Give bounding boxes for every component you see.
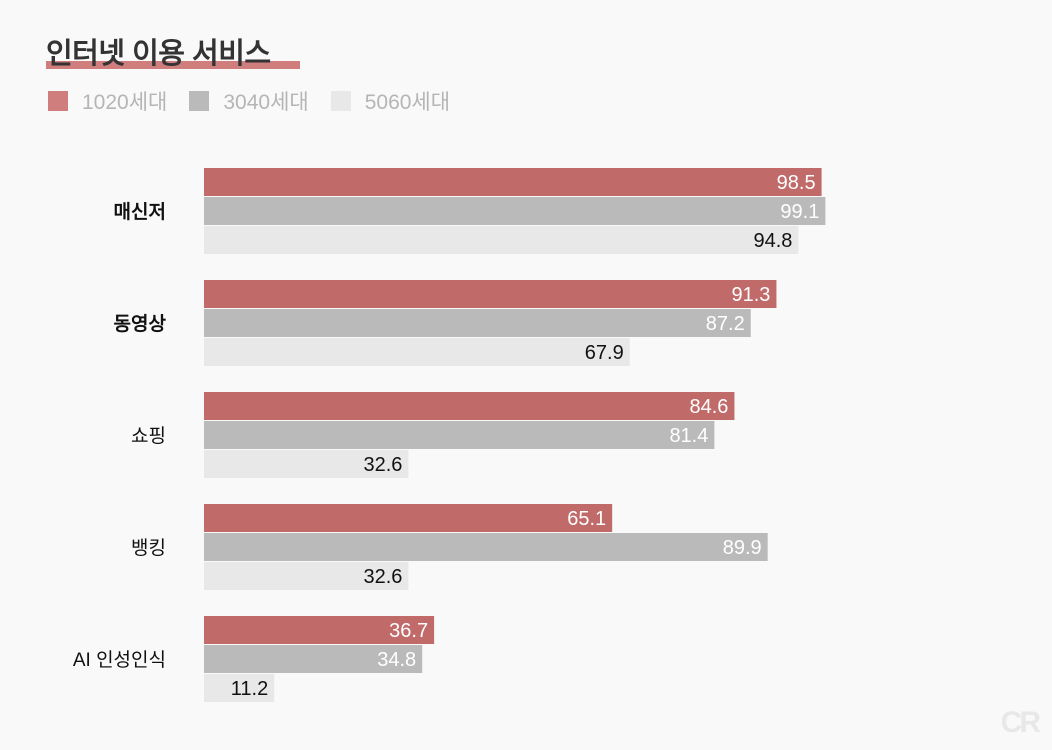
legend-label: 1020세대 <box>82 91 168 114</box>
legend-label: 3040세대 <box>223 91 309 114</box>
category-label: AI 인성인식 <box>73 649 166 671</box>
bar <box>204 168 822 196</box>
data-label: 91.3 <box>732 284 771 306</box>
logo: CR <box>1000 706 1041 739</box>
bar <box>204 197 826 225</box>
data-label: 99.1 <box>780 201 819 223</box>
data-label: 32.6 <box>363 566 402 588</box>
data-label: 81.4 <box>669 425 708 447</box>
bar <box>204 450 409 478</box>
legend-swatch <box>330 91 351 111</box>
legend-swatch <box>189 91 210 111</box>
bar <box>204 562 409 590</box>
bar <box>204 309 751 337</box>
data-label: 67.9 <box>585 342 624 364</box>
legend-item-5060: 5060세대 <box>330 86 451 116</box>
data-label: 87.2 <box>706 313 745 335</box>
bar <box>204 645 423 673</box>
bar <box>204 421 715 449</box>
bar <box>204 533 768 561</box>
data-label: 84.6 <box>690 396 729 418</box>
legend-item-1020: 1020세대 <box>48 86 167 116</box>
bar <box>204 226 799 254</box>
legend-label: 5060세대 <box>364 91 451 114</box>
data-label: 98.5 <box>777 172 816 194</box>
bar <box>204 616 435 644</box>
bar <box>204 392 735 420</box>
category-label: 쇼핑 <box>131 425 166 447</box>
legend-swatch <box>48 91 68 111</box>
chart-title: 인터넷 이용 서비스 <box>46 38 271 70</box>
data-label: 32.6 <box>363 454 402 476</box>
bar <box>204 674 275 702</box>
data-label: 94.8 <box>753 230 792 252</box>
legend: 1020세대 3040세대 5060세대 <box>48 86 472 116</box>
category-label: 뱅킹 <box>131 537 166 559</box>
data-label: 34.8 <box>377 649 416 671</box>
category-label: 동영상 <box>114 313 167 335</box>
data-label: 89.9 <box>723 537 762 559</box>
title-underline <box>46 61 300 69</box>
category-label: 매신저 <box>114 201 166 223</box>
data-label: 36.7 <box>389 620 428 642</box>
bar <box>204 504 613 532</box>
bar <box>204 338 630 366</box>
data-label: 11.2 <box>231 678 268 700</box>
data-label: 65.1 <box>567 508 606 530</box>
legend-item-3040: 3040세대 <box>189 86 309 116</box>
bar <box>204 280 777 308</box>
